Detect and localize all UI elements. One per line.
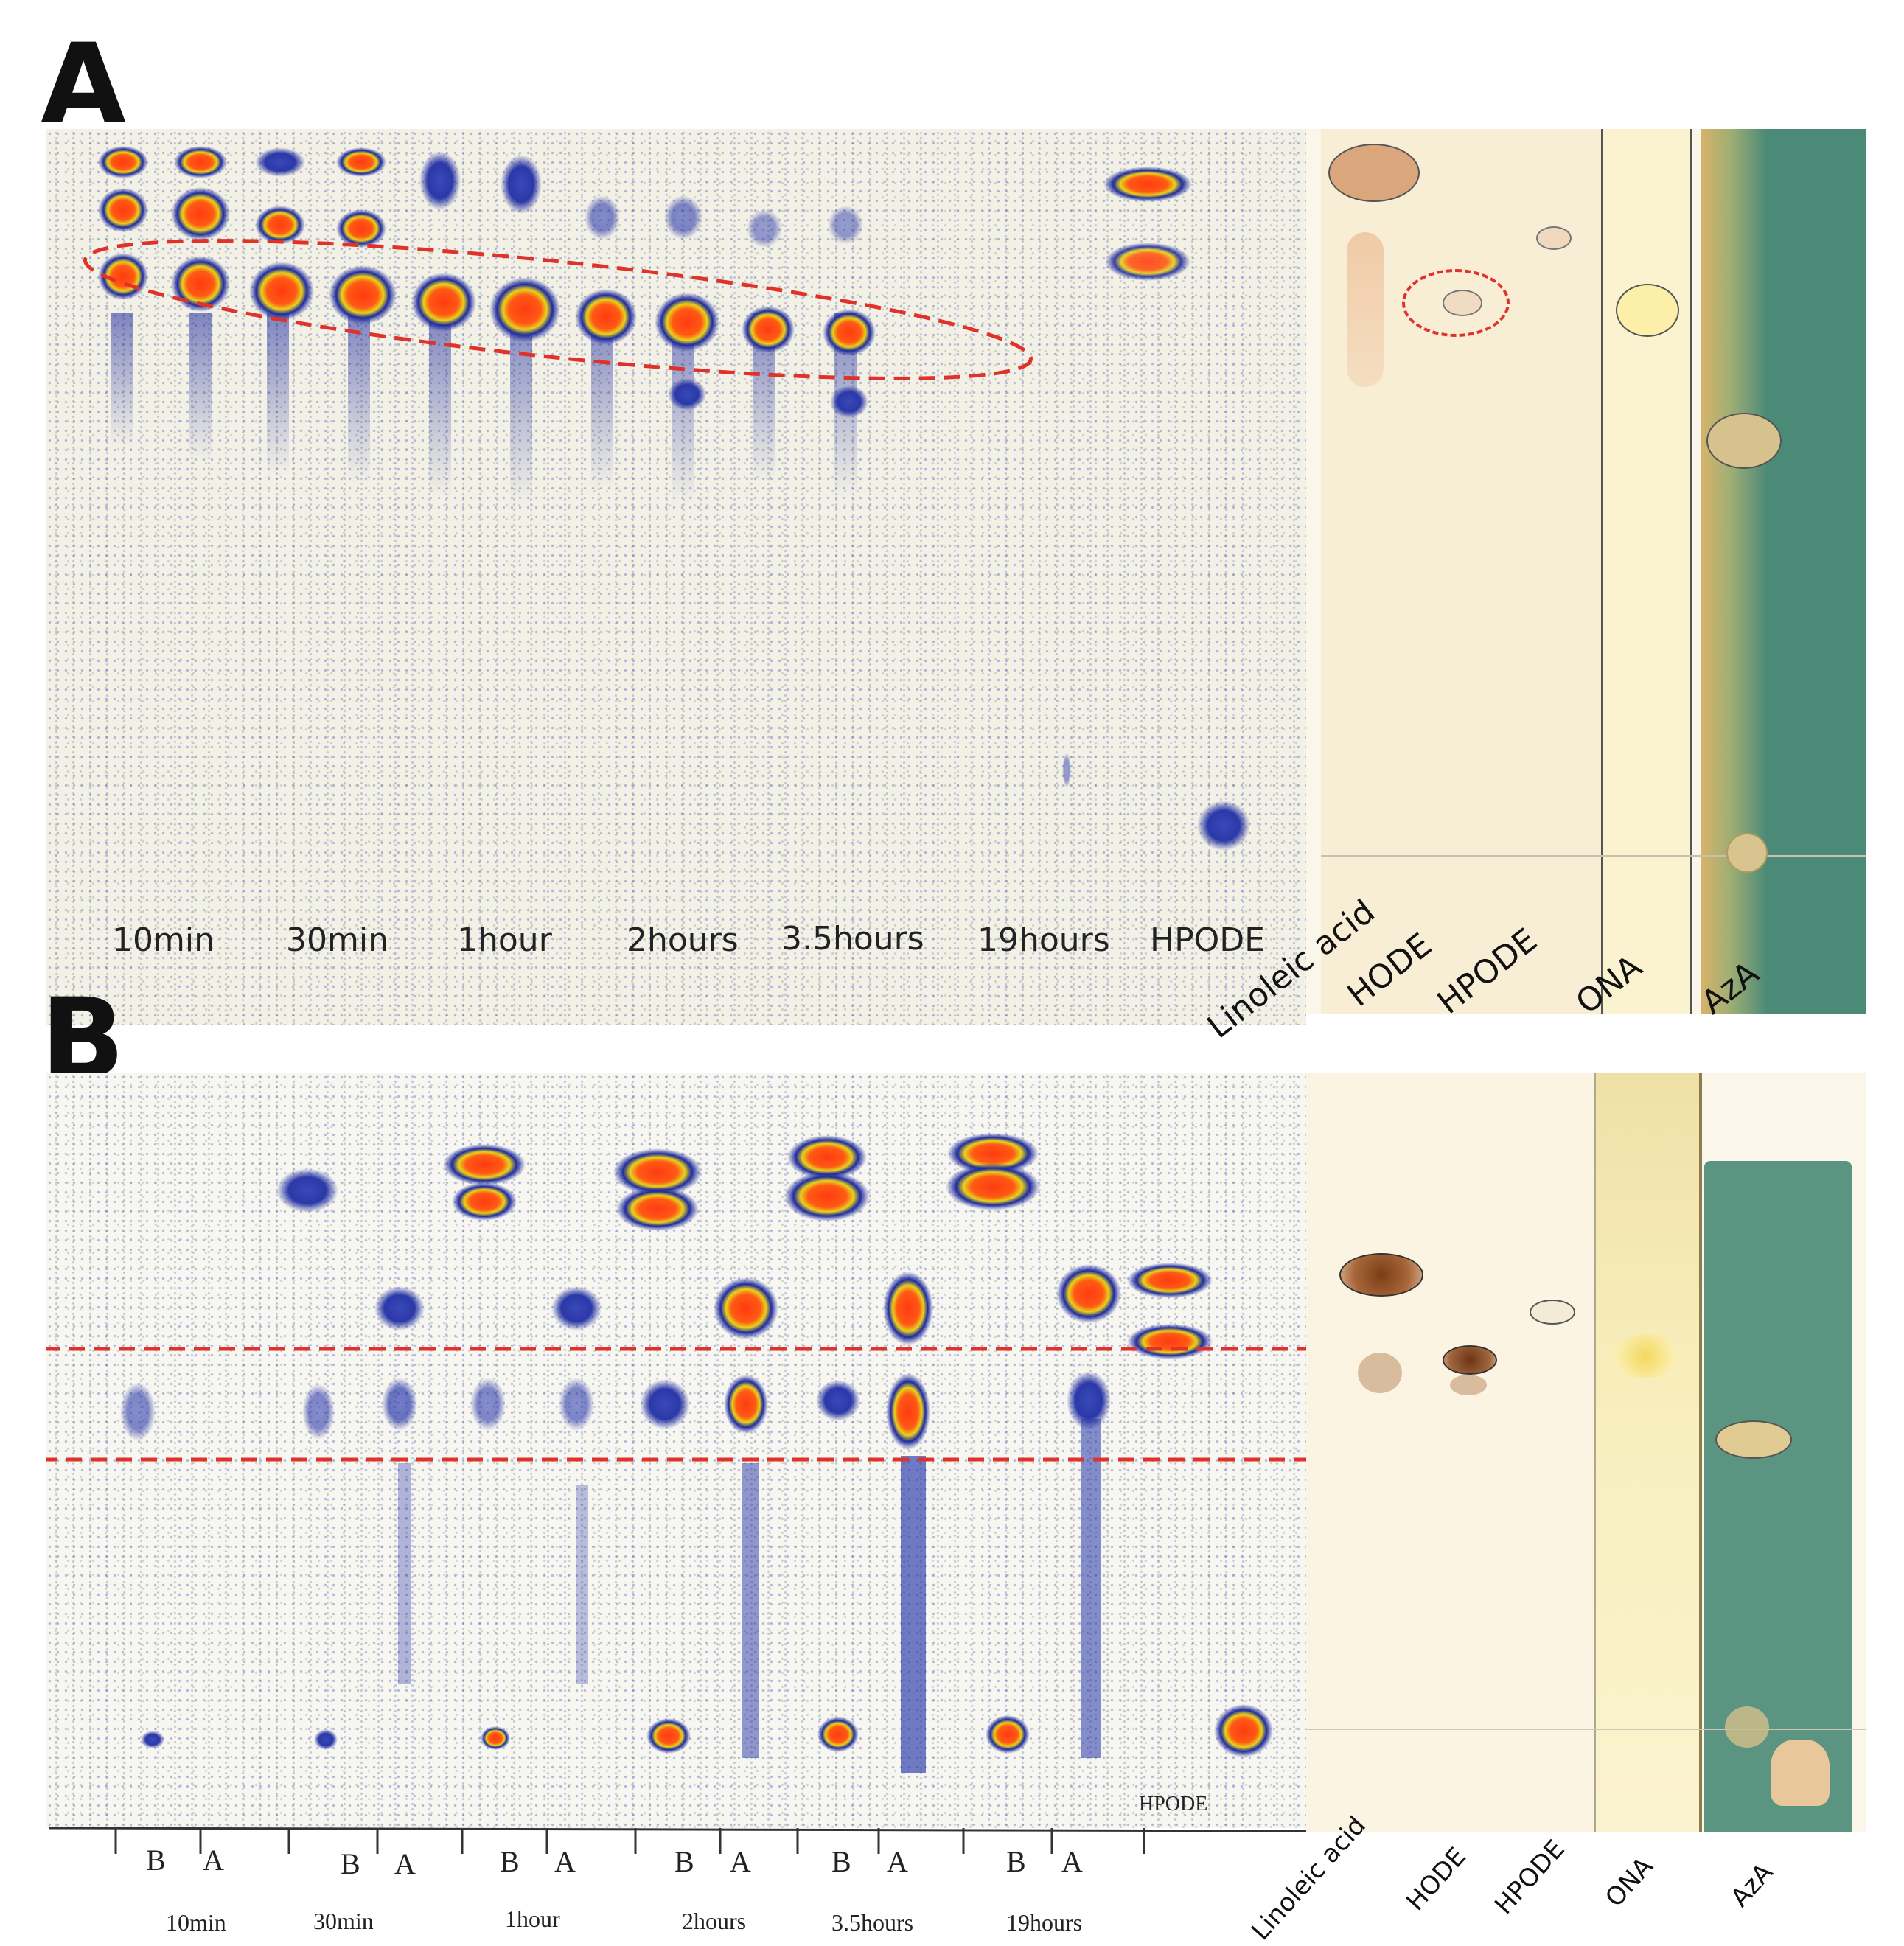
- panel-b-streaks: [398, 1419, 1101, 1773]
- panel-a-letter: A: [41, 21, 127, 149]
- plate-a-aza-origin: [1726, 833, 1768, 873]
- panel-b-time-label: 19hours: [1006, 1909, 1083, 1936]
- panel-b-plate-label: ONA: [1600, 1852, 1659, 1913]
- plate-a-strip-aza: [1701, 129, 1866, 1014]
- panel-a-tlc-plate: [1306, 129, 1866, 1014]
- panel-b-pair-label: A: [203, 1844, 224, 1877]
- plate-a-origin-line: [1321, 855, 1866, 857]
- panel-b-mid-spots: [374, 1263, 1213, 1359]
- panel-b-time-label: 30min: [313, 1908, 374, 1934]
- panel-b-spots: [46, 1133, 1306, 1773]
- panel-a-lane-label: 1hour: [457, 921, 552, 959]
- plate-b-strip-mixed: [1306, 1073, 1597, 1832]
- panel-a-lane-label: 3.5hours: [781, 920, 924, 958]
- panel-b-plate-label: AzA: [1725, 1858, 1779, 1913]
- panel-a-upper-spots: [98, 146, 1192, 281]
- panel-b-pair-label: B: [831, 1845, 851, 1878]
- panel-a-lane-label: 10min: [112, 921, 215, 959]
- panel-b-time-label: 1hour: [505, 1905, 560, 1932]
- plate-b-origin-line: [1306, 1729, 1866, 1730]
- panel-b-axis: [49, 1827, 1307, 1854]
- panel-b-pair-label: A: [554, 1845, 576, 1878]
- panel-a-spots: [83, 146, 1250, 851]
- panel-b-pair-label: A: [394, 1847, 416, 1880]
- panel-b-plate-label: HPODE: [1489, 1834, 1571, 1920]
- plate-a-hode-circle: [1402, 269, 1510, 337]
- plate-a-hpode-spot: [1536, 226, 1572, 250]
- panel-b-pair-label: A: [1061, 1845, 1083, 1878]
- panel-b-origin-spots: [141, 1704, 1273, 1757]
- panel-b-phosphor-image: [46, 1073, 1306, 1828]
- plate-b-strip-ona: [1594, 1073, 1702, 1832]
- plate-b-aza-spot: [1715, 1420, 1792, 1459]
- panel-b-pair-label: A: [887, 1845, 908, 1878]
- plate-b-aza-blob: [1771, 1740, 1830, 1806]
- panel-a-lane-label: HPODE: [1150, 921, 1265, 959]
- plate-a-strip-ona: [1601, 129, 1692, 1014]
- panel-a-highlight-ellipse: [83, 239, 1033, 380]
- panel-b-pair-label: B: [1006, 1845, 1026, 1878]
- panel-b-time-label: 2hours: [682, 1908, 747, 1934]
- plate-b-linoleic-spot: [1339, 1253, 1423, 1297]
- panel-a-lane-label: 30min: [286, 921, 388, 959]
- panel-b-time-label: 3.5hours: [831, 1909, 914, 1936]
- panel-b-pair-label: B: [341, 1847, 360, 1880]
- plate-a-linoleic-smear: [1347, 232, 1384, 387]
- plate-a-aza-spot: [1706, 413, 1782, 469]
- plate-b-hpode-spot: [1530, 1300, 1575, 1325]
- plate-a-linoleic-spot: [1328, 144, 1420, 202]
- panel-b-pair-label: A: [730, 1845, 751, 1878]
- plate-b-ona-spot: [1612, 1334, 1678, 1378]
- plate-b-linoleic-smear: [1358, 1353, 1402, 1393]
- plate-a-ona-spot: [1616, 284, 1679, 337]
- panel-b-boxed-spots: [120, 1371, 1111, 1450]
- panel-b-time-label: 10min: [166, 1909, 226, 1936]
- panel-b-plate-label: HODE: [1401, 1841, 1472, 1917]
- panel-b-pair-label: B: [146, 1844, 166, 1877]
- panel-a-lane-label: 2hours: [627, 921, 739, 959]
- panel-b-pair-label: B: [500, 1845, 520, 1878]
- plate-b-aza-origin: [1725, 1706, 1769, 1748]
- panel-a-lane-tails: [111, 313, 857, 505]
- plate-b-hode-spot: [1443, 1345, 1497, 1375]
- panel-b-tlc-plate: [1306, 1073, 1866, 1832]
- panel-b-top-spots: [276, 1133, 1040, 1231]
- panel-a-phosphor-image: [46, 129, 1306, 1025]
- panel-b-hpode-small-label: HPODE: [1139, 1793, 1208, 1816]
- plate-b-hode-smear: [1450, 1375, 1487, 1395]
- panel-b-pair-label: B: [674, 1845, 694, 1878]
- panel-a-lane-label: 19hours: [977, 921, 1110, 959]
